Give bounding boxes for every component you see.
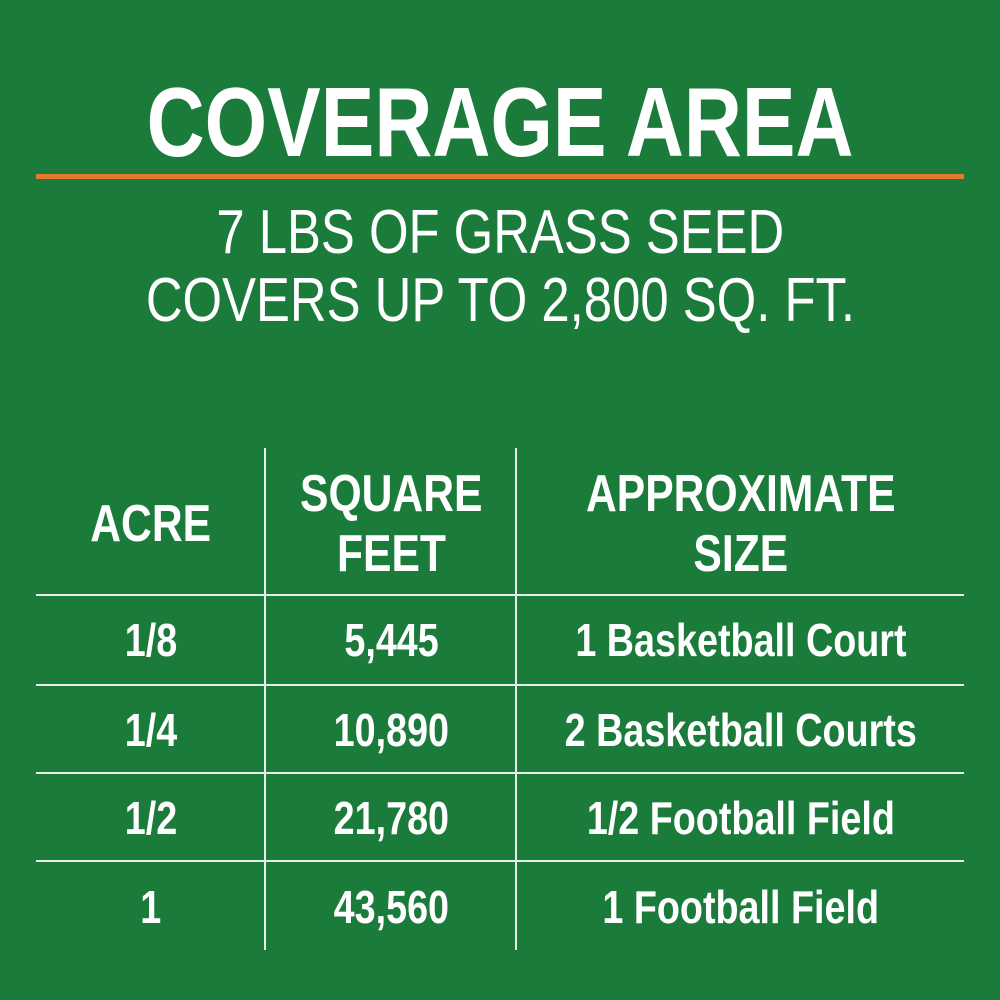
cell-square-feet: 21,780: [333, 792, 450, 844]
cell-acre: 1/8: [124, 614, 177, 666]
row-divider: [36, 594, 964, 596]
cell-acre: 1/2: [124, 792, 177, 844]
row-divider: [36, 684, 964, 686]
cell-square-feet: 10,890: [333, 704, 450, 756]
cell-size: 1 Football Field: [602, 881, 880, 933]
orange-divider: [36, 174, 964, 179]
cell-size: 1/2 Football Field: [586, 792, 896, 844]
row-divider: [36, 860, 964, 862]
cell-size: 2 Basketball Courts: [564, 704, 918, 756]
cell-square-feet: 43,560: [333, 881, 450, 933]
cell-acre: 1/4: [124, 704, 177, 756]
subtitle-line-2: COVERS UP TO 2,800 SQ. FT.: [145, 266, 855, 335]
header-square-feet: SQUARE FEET: [300, 465, 483, 583]
column-divider: [264, 448, 266, 950]
cell-acre: 1: [140, 881, 161, 933]
subtitle-line-1: 7 LBS OF GRASS SEED: [216, 198, 784, 267]
header-acre: ACRE: [90, 495, 211, 553]
header-approximate-size: APPROXIMATE SIZE: [586, 465, 896, 583]
cell-square-feet: 5,445: [344, 614, 439, 666]
cell-size: 1 Basketball Court: [575, 614, 907, 666]
column-divider: [515, 448, 517, 950]
row-divider: [36, 772, 964, 774]
page-title: COVERAGE AREA: [146, 67, 854, 177]
